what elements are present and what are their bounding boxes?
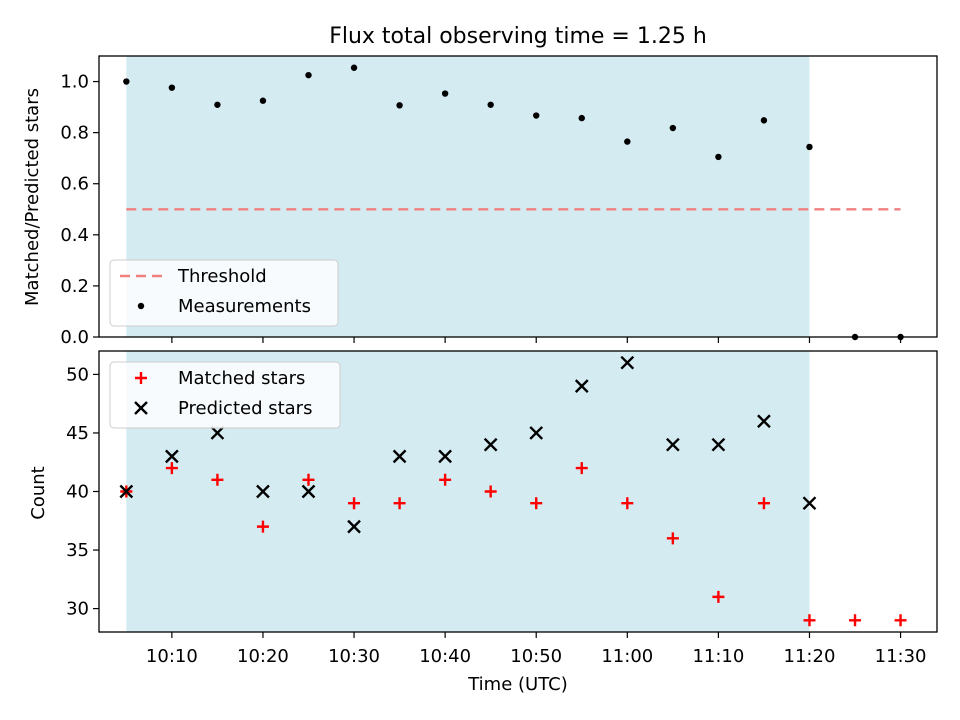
data-point-plus <box>165 462 178 475</box>
y-tick-label: 50 <box>66 364 89 385</box>
data-point-plus <box>849 614 862 627</box>
x-tick-label: 10:10 <box>146 646 198 667</box>
legend-label: Measurements <box>178 296 311 317</box>
data-point-dot <box>669 124 677 132</box>
data-point-x <box>757 414 771 429</box>
x-tick-label: 11:00 <box>601 646 653 667</box>
data-point-plus <box>484 485 497 498</box>
data-point-dot <box>441 90 449 97</box>
data-point-plus <box>348 497 361 510</box>
data-point-x <box>529 426 544 440</box>
data-point-dot <box>168 84 176 91</box>
data-point-dot <box>123 78 130 85</box>
data-point-dot <box>350 64 358 71</box>
x-tick-label: 10:40 <box>419 646 471 667</box>
legend-label: Matched stars <box>178 368 305 389</box>
data-point-x <box>483 437 498 452</box>
legend-dot-swatch <box>137 302 145 310</box>
data-point-x <box>574 379 589 393</box>
x-tick-label: 10:30 <box>328 646 380 667</box>
data-point-dot <box>487 101 494 108</box>
legend-plus-swatch <box>135 372 147 384</box>
x-tick-label: 10:20 <box>237 646 289 667</box>
data-point-x <box>119 484 134 499</box>
data-point-plus <box>757 497 770 510</box>
data-point-plus <box>256 520 269 533</box>
data-point-x <box>802 496 817 511</box>
data-point-x <box>347 519 361 534</box>
data-point-plus <box>393 497 406 510</box>
data-point-dot <box>578 114 585 122</box>
legend-box <box>109 259 339 327</box>
x-tick-label: 11:30 <box>875 646 927 667</box>
data-point-plus <box>530 497 543 510</box>
data-point-plus <box>621 497 634 510</box>
y-tick-label: 0.4 <box>60 225 89 246</box>
data-point-dot <box>806 143 813 151</box>
y-tick-label: 0.6 <box>60 174 89 195</box>
data-point-plus <box>666 532 679 545</box>
data-point-dot <box>214 101 221 108</box>
bottom-y-axis-label: Count <box>28 466 49 519</box>
data-point-dot <box>259 97 267 104</box>
top-plot-ratio: 0.0 0.2 0.4 0.6 0.8 1.0 Threshold Measurements <box>60 55 938 348</box>
legend-label: Predicted stars <box>178 398 312 419</box>
y-tick-label: 1.0 <box>60 72 89 93</box>
data-point-plus <box>211 473 224 486</box>
y-tick-label: 0.8 <box>60 123 89 144</box>
x-tick-label: 11:20 <box>784 646 836 667</box>
y-tick-label: 0.0 <box>60 327 89 348</box>
data-point-x <box>392 449 407 464</box>
data-point-dot <box>760 117 768 124</box>
data-point-plus <box>712 590 725 603</box>
x-tick-label: 10:50 <box>510 646 562 667</box>
data-point-dot <box>624 138 631 145</box>
data-point-dot <box>305 71 312 79</box>
data-point-plus <box>803 614 816 627</box>
y-tick-label: 30 <box>66 599 89 620</box>
top-y-axis-label: Matched/Predicted stars <box>22 88 43 306</box>
legend-box <box>109 361 341 429</box>
data-point-dot <box>715 153 722 161</box>
bottom-plot-counts: 30 35 40 45 50 10:10 10:20 10:30 10:40 10:50 11:00… <box>66 350 938 667</box>
data-point-x <box>438 449 452 464</box>
data-point-plus <box>575 462 588 475</box>
data-point-x <box>210 426 225 440</box>
legend: Threshold Measurements <box>109 259 339 327</box>
data-point-x <box>665 437 680 452</box>
data-point-plus <box>439 473 452 486</box>
data-point-x <box>165 449 179 464</box>
data-point-x <box>711 437 726 452</box>
data-point-x <box>301 484 316 499</box>
x-tick-label: 11:10 <box>692 646 744 667</box>
axes-frame <box>98 55 938 338</box>
data-point-x <box>620 355 635 370</box>
chart-title: Flux total observing time = 1.25 h <box>329 24 707 49</box>
data-point-x <box>256 484 270 499</box>
y-tick-label: 40 <box>66 482 89 503</box>
y-tick-label: 45 <box>66 423 89 444</box>
data-point-plus <box>894 614 907 627</box>
data-point-plus <box>302 473 315 486</box>
x-axis-label: Time (UTC) <box>467 674 568 695</box>
legend: Matched stars Predicted stars <box>109 361 341 429</box>
data-point-dot <box>533 112 540 119</box>
legend-x-swatch <box>134 401 148 415</box>
y-tick-label: 35 <box>66 540 89 561</box>
data-point-dot <box>396 102 403 109</box>
legend-label: Threshold <box>177 266 267 287</box>
y-tick-label: 0.2 <box>60 276 89 297</box>
